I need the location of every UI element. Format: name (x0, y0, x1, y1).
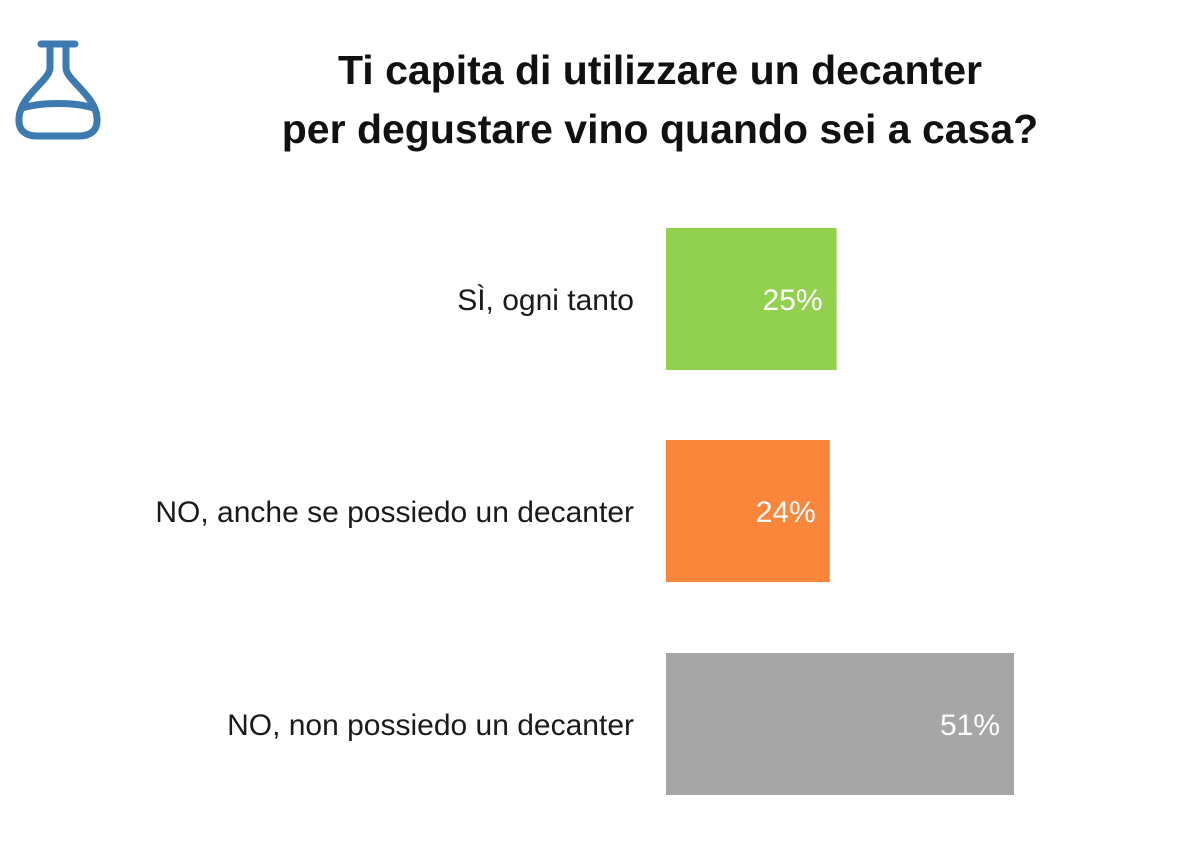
category-label-3: NO, non possiedo un decanter (227, 709, 634, 742)
category-label-1: SÌ, ogni tanto (457, 284, 634, 317)
data-label-2: 24% (756, 496, 816, 529)
data-label-1: 25% (763, 284, 823, 317)
category-label-2: NO, anche se possiedo un decanter (155, 496, 634, 529)
decanter-icon (15, 40, 101, 140)
chart-title-line-2: per degustare vino quando sei a casa? (281, 106, 1039, 152)
bar-3 (666, 653, 1014, 795)
bar-1 (666, 228, 837, 370)
data-label-3: 51% (940, 709, 1000, 742)
chart-title-line-1: Ti capita di utilizzare un decanter (337, 47, 982, 93)
bar-2 (666, 440, 830, 582)
